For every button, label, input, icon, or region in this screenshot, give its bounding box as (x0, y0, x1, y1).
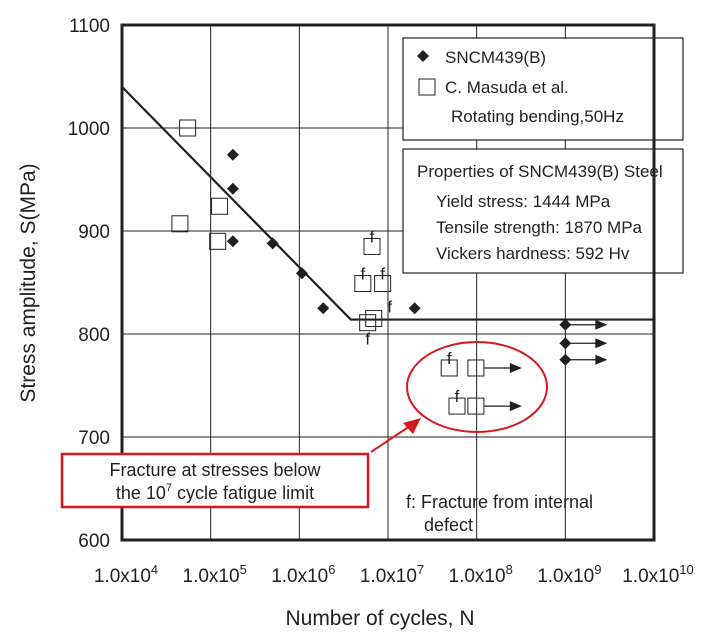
footnote-line2: defect (424, 515, 473, 535)
internal-defect-f-label: f (447, 349, 452, 368)
runout-arrow-head-icon (509, 362, 522, 373)
internal-defect-f-label: f (360, 265, 365, 284)
y-tick-labels: 600 700 800 900 1000 1100 (68, 16, 110, 552)
annotation: Fracture at stresses below the 107 cycle… (60, 341, 548, 509)
x-tick-label: 1.0x106 (271, 562, 335, 587)
y-axis-label: Stress amplitude, S(MPa) (17, 163, 40, 402)
properties-title: Properties of SNCM439(B) Steel (417, 162, 663, 181)
property-tensile: Tensile strength: 1870 MPa (436, 218, 643, 237)
square-marker (359, 314, 377, 332)
x-tick-label: 1.0x109 (537, 562, 601, 587)
square-marker (354, 275, 372, 293)
diamond-marker (266, 237, 279, 250)
diamond-marker (559, 318, 572, 331)
square-marker (209, 232, 227, 250)
x-tick-label: 1.0x104 (94, 562, 158, 587)
legend-diamond-icon (417, 50, 429, 62)
x-tick-label: 1.0x107 (360, 562, 424, 587)
square-marker (363, 237, 381, 255)
internal-defect-f-label: f (365, 330, 370, 349)
sn-curve (121, 86, 654, 321)
annotation-arrow-head-icon (403, 418, 421, 434)
square-marker (448, 397, 466, 415)
diamond-marker (317, 302, 330, 315)
y-tick-label: 700 (78, 428, 110, 449)
annotation-arrow-line (370, 425, 411, 453)
annotation-box (60, 452, 370, 509)
square-marker (365, 310, 383, 328)
y-tick-label: 900 (78, 222, 110, 243)
y-tick-label: 600 (78, 531, 110, 552)
properties-box: Properties of SNCM439(B) Steel Yield str… (402, 148, 684, 274)
square-marker (467, 359, 485, 377)
internal-defect-f-label: f (380, 265, 385, 284)
diamond-marker (559, 353, 572, 366)
runout-arrow-head-icon (595, 354, 608, 365)
y-tick-label: 800 (78, 325, 110, 346)
diamond-marker (295, 267, 308, 280)
x-tick-label: 1.0x1010 (622, 562, 694, 587)
x-axis-label: Number of cycles, N (285, 607, 474, 630)
sn-curve-line (121, 86, 654, 321)
property-hardness: Vickers hardness: 592 Hv (436, 244, 630, 263)
runout-arrow-head-icon (509, 401, 522, 412)
square-marker (440, 359, 458, 377)
highlight-ellipse (406, 341, 548, 433)
diamond-marker (408, 302, 421, 315)
diamond-marker (559, 337, 572, 350)
x-tick-label: 1.0x108 (449, 562, 513, 587)
x-tick-labels: 1.0x104 1.0x105 1.0x106 1.0x107 1.0x108 1.0x1… (94, 562, 694, 587)
diamond-marker (226, 148, 239, 161)
internal-defect-f-label: f (370, 227, 375, 246)
property-yield: Yield stress: 1444 MPa (436, 192, 611, 211)
square-marker (171, 215, 189, 233)
plot-frame (120, 23, 656, 542)
x-tick-label: 1.0x105 (183, 562, 247, 587)
annotation-line2: the 107 cycle fatigue limit (116, 482, 314, 503)
legend-subtitle: Rotating bending,50Hz (451, 107, 624, 126)
internal-defect-f-label: f (455, 387, 460, 406)
legend-entry-masuda: C. Masuda et al. (445, 78, 569, 97)
runout-arrow-head-icon (595, 319, 608, 330)
square-marker (467, 397, 485, 415)
annotation-line1: Fracture at stresses below (109, 460, 321, 480)
legend: SNCM439(B) C. Masuda et al. Rotating ben… (402, 37, 684, 141)
square-marker (211, 197, 229, 215)
square-marker (374, 275, 392, 293)
internal-defect-f-label: f (387, 298, 392, 317)
diamond-marker (226, 182, 239, 195)
runout-arrow-head-icon (595, 338, 608, 349)
legend-square-icon (418, 78, 436, 96)
diamond-marker (226, 235, 239, 248)
square-marker (179, 119, 197, 137)
footnote-line1: f: Fracture from internal (406, 492, 593, 512)
y-tick-label: 1100 (69, 16, 110, 37)
y-tick-label: 1000 (68, 119, 110, 140)
legend-entry-sncm439: SNCM439(B) (445, 48, 546, 67)
